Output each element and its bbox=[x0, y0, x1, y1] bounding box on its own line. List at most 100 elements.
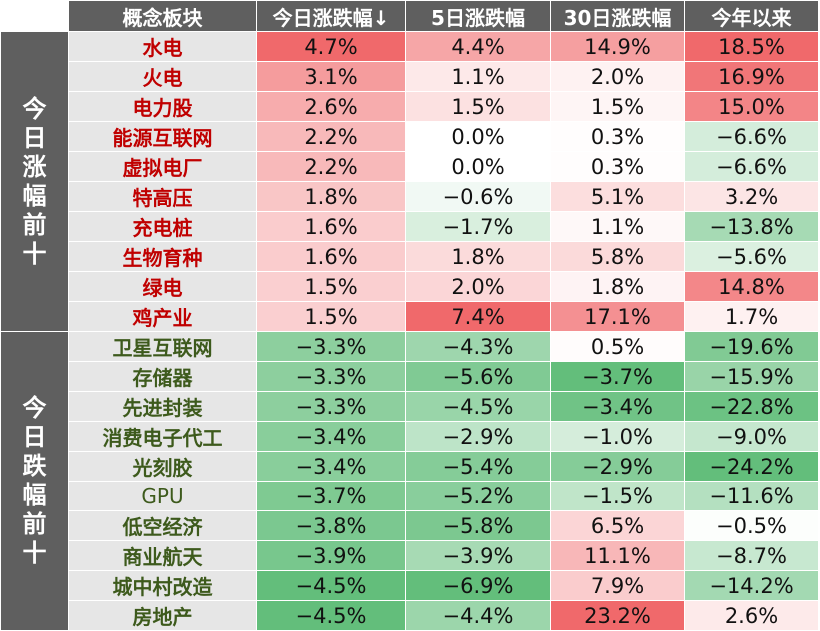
group-label-gain: 今日涨幅前十 bbox=[0, 31, 69, 332]
cell-today-change: 2.2% bbox=[256, 121, 406, 152]
sector-name[interactable]: 能源互联网 bbox=[68, 121, 257, 152]
cell-5d-change: 1.5% bbox=[405, 91, 551, 122]
cell-ytd-change: 1.7% bbox=[684, 301, 819, 332]
sector-name[interactable]: 低空经济 bbox=[68, 510, 257, 541]
cell-30d-change: 17.1% bbox=[550, 301, 685, 332]
table-row: GPU −3.7% −5.2% −1.5% −11.6% bbox=[1, 481, 819, 511]
cell-today-change: −3.4% bbox=[256, 421, 406, 452]
cell-ytd-change: 3.2% bbox=[684, 181, 819, 212]
sector-name[interactable]: 绿电 bbox=[68, 271, 257, 302]
sector-name[interactable]: 城中村改造 bbox=[68, 570, 257, 601]
cell-30d-change: −2.9% bbox=[550, 451, 685, 482]
cell-30d-change: 1.8% bbox=[550, 271, 685, 302]
sector-name[interactable]: 生物育种 bbox=[68, 241, 257, 272]
header-corner bbox=[0, 0, 69, 32]
sector-name[interactable]: 水电 bbox=[68, 31, 257, 62]
cell-ytd-change: −11.6% bbox=[684, 481, 819, 511]
sector-name[interactable]: 光刻胶 bbox=[68, 451, 257, 482]
cell-today-change: 1.6% bbox=[256, 211, 406, 242]
cell-ytd-change: −6.6% bbox=[684, 121, 819, 152]
cell-ytd-change: −8.7% bbox=[684, 540, 819, 571]
cell-30d-change: 0.3% bbox=[550, 151, 685, 182]
cell-5d-change: −2.9% bbox=[405, 421, 551, 452]
sector-name[interactable]: 火电 bbox=[68, 61, 257, 92]
header-5d-change[interactable]: 5日涨跌幅 bbox=[405, 0, 551, 32]
cell-ytd-change: 18.5% bbox=[684, 31, 819, 62]
cell-30d-change: −1.5% bbox=[550, 481, 685, 511]
cell-today-change: 4.7% bbox=[256, 31, 406, 62]
cell-today-change: 2.2% bbox=[256, 151, 406, 182]
sector-name[interactable]: 消费电子代工 bbox=[68, 421, 257, 452]
cell-30d-change: 23.2% bbox=[550, 600, 685, 631]
cell-ytd-change: 14.8% bbox=[684, 271, 819, 302]
sector-name[interactable]: 商业航天 bbox=[68, 540, 257, 571]
header-row: 概念板块 今日涨跌幅↓ 5日涨跌幅 30日涨跌幅 今年以来 bbox=[0, 0, 819, 32]
sector-name[interactable]: 特高压 bbox=[68, 181, 257, 212]
cell-5d-change: −5.8% bbox=[405, 510, 551, 541]
cell-5d-change: 7.4% bbox=[405, 301, 551, 332]
cell-ytd-change: −9.0% bbox=[684, 421, 819, 452]
cell-5d-change: −5.6% bbox=[405, 361, 551, 392]
cell-30d-change: 7.9% bbox=[550, 570, 685, 601]
table-row: 火电 3.1% 1.1% 2.0% 16.9% bbox=[1, 61, 819, 92]
cell-ytd-change: −6.6% bbox=[684, 151, 819, 182]
cell-today-change: 3.1% bbox=[256, 61, 406, 92]
cell-today-change: −4.5% bbox=[256, 570, 406, 601]
sector-name[interactable]: 卫星互联网 bbox=[68, 331, 257, 362]
cell-today-change: −3.3% bbox=[256, 361, 406, 392]
cell-ytd-change: −22.8% bbox=[684, 391, 819, 422]
cell-ytd-change: −15.9% bbox=[684, 361, 819, 392]
cell-30d-change: 2.0% bbox=[550, 61, 685, 92]
cell-today-change: −3.3% bbox=[256, 391, 406, 422]
cell-today-change: −3.7% bbox=[256, 481, 406, 511]
header-ytd-change[interactable]: 今年以来 bbox=[684, 0, 819, 32]
header-sector[interactable]: 概念板块 bbox=[68, 0, 257, 32]
group-label-text: 今日跌幅前十 bbox=[22, 394, 47, 567]
header-30d-change[interactable]: 30日涨跌幅 bbox=[550, 0, 685, 32]
cell-ytd-change: −0.5% bbox=[684, 510, 819, 541]
sector-name[interactable]: 虚拟电厂 bbox=[68, 151, 257, 182]
group-label-loss: 今日跌幅前十 bbox=[0, 331, 69, 631]
table-row: 今日跌幅前十 卫星互联网 −3.3% −4.3% 0.5% −19.6% bbox=[0, 331, 819, 631]
sector-name[interactable]: 充电桩 bbox=[68, 211, 257, 242]
sector-name[interactable]: GPU bbox=[68, 481, 257, 511]
cell-today-change: −3.3% bbox=[256, 331, 406, 362]
cell-ytd-change: 16.9% bbox=[684, 61, 819, 92]
cell-5d-change: 4.4% bbox=[405, 31, 551, 62]
cell-5d-change: 2.0% bbox=[405, 271, 551, 302]
cell-5d-change: −4.5% bbox=[405, 391, 551, 422]
cell-5d-change: 1.8% bbox=[405, 241, 551, 272]
cell-5d-change: −5.2% bbox=[405, 481, 551, 511]
table-body: 今日涨幅前十 水电 4.7% 4.4% 14.9% 18.5% 火电 3.1% 1.1% 2.0%… bbox=[0, 31, 819, 631]
cell-today-change: 2.6% bbox=[256, 91, 406, 122]
sector-name[interactable]: 房地产 bbox=[68, 600, 257, 631]
cell-5d-change: −3.9% bbox=[405, 540, 551, 571]
cell-30d-change: −3.4% bbox=[550, 391, 685, 422]
cell-today-change: 1.5% bbox=[256, 301, 406, 332]
sector-name[interactable]: 电力股 bbox=[68, 91, 257, 122]
cell-30d-change: 11.1% bbox=[550, 540, 685, 571]
sector-name[interactable]: 鸡产业 bbox=[68, 301, 257, 332]
cell-5d-change: −4.4% bbox=[405, 600, 551, 631]
cell-today-change: −3.8% bbox=[256, 510, 406, 541]
cell-ytd-change: −19.6% bbox=[684, 331, 819, 362]
group-label-text: 今日涨幅前十 bbox=[22, 94, 47, 268]
cell-30d-change: 1.5% bbox=[550, 91, 685, 122]
cell-30d-change: 5.1% bbox=[550, 181, 685, 212]
cell-30d-change: 0.5% bbox=[550, 331, 685, 362]
cell-30d-change: −1.0% bbox=[550, 421, 685, 452]
cell-5d-change: −4.3% bbox=[405, 331, 551, 362]
table-row: 低空经济 −3.8% −5.8% 6.5% −0.5% bbox=[1, 510, 819, 541]
table-row: 能源互联网 2.2% 0.0% 0.3% −6.6% bbox=[1, 121, 819, 152]
header-today-change[interactable]: 今日涨跌幅↓ bbox=[256, 0, 406, 32]
cell-5d-change: 0.0% bbox=[405, 121, 551, 152]
cell-5d-change: 0.0% bbox=[405, 151, 551, 182]
cell-30d-change: 0.3% bbox=[550, 121, 685, 152]
cell-30d-change: 6.5% bbox=[550, 510, 685, 541]
table-row: 先进封装 −3.3% −4.5% −3.4% −22.8% bbox=[1, 391, 819, 422]
table-row: 商业航天 −3.9% −3.9% 11.1% −8.7% bbox=[1, 540, 819, 571]
sector-name[interactable]: 先进封装 bbox=[68, 391, 257, 422]
cell-today-change: −3.4% bbox=[256, 451, 406, 482]
table-row: 城中村改造 −4.5% −6.9% 7.9% −14.2% bbox=[1, 570, 819, 601]
sector-name[interactable]: 存储器 bbox=[68, 361, 257, 392]
